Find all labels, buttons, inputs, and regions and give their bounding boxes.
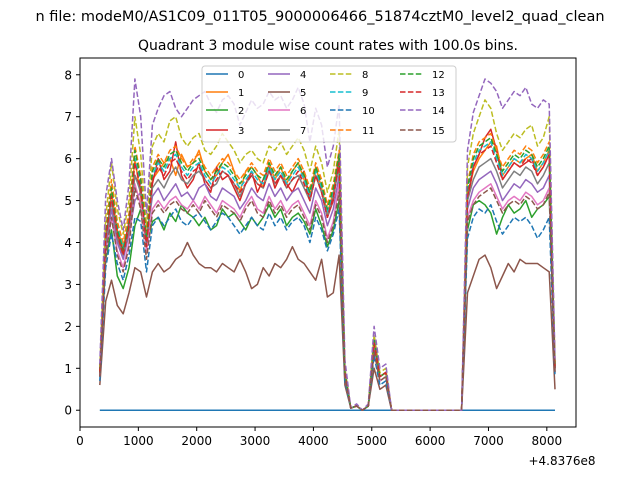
- x-offset-label: +4.8376e8: [528, 454, 595, 468]
- legend-label-0: 0: [238, 70, 244, 81]
- series-line-13: [99, 145, 556, 411]
- series-line-7: [99, 157, 556, 411]
- legend-label-8: 8: [362, 70, 368, 81]
- y-tick-label: 2: [64, 320, 72, 334]
- legend-box: [201, 65, 457, 143]
- legend-label-14: 14: [432, 106, 445, 117]
- series-line-10: [99, 204, 556, 411]
- chart-title: Quadrant 3 module wise count rates with …: [138, 38, 518, 54]
- series-line-9: [99, 141, 556, 411]
- legend-label-4: 4: [300, 70, 306, 81]
- y-tick-label: 4: [64, 236, 72, 250]
- legend-label-3: 3: [238, 126, 244, 137]
- series-line-8: [99, 99, 556, 411]
- legend-label-15: 15: [432, 126, 445, 137]
- series-line-2: [99, 195, 556, 411]
- x-axis: 0 1000 2000 3000 4000 5000 6000 7000 8000: [76, 427, 562, 448]
- x-tick-label: 1000: [123, 434, 154, 448]
- legend-label-12: 12: [432, 70, 445, 81]
- y-tick-label: 5: [64, 194, 72, 208]
- x-tick-label: 8000: [532, 434, 563, 448]
- legend-label-2: 2: [238, 106, 244, 117]
- series-line-5: [99, 241, 556, 411]
- y-axis: 0 1 2 3 4 5 6 7 8: [64, 68, 80, 418]
- y-tick-label: 6: [64, 152, 72, 166]
- series-line-15: [99, 187, 556, 411]
- series-line-1: [99, 141, 556, 411]
- legend-label-11: 11: [362, 126, 375, 137]
- x-tick-label: 7000: [473, 434, 504, 448]
- y-tick-label: 1: [64, 362, 72, 376]
- legend-label-6: 6: [300, 106, 306, 117]
- series-layer: [99, 78, 556, 411]
- series-line-14: [99, 78, 556, 411]
- y-tick-label: 3: [64, 278, 72, 292]
- legend-label-7: 7: [300, 126, 306, 137]
- x-tick-label: 0: [76, 434, 84, 448]
- series-line-11: [99, 132, 556, 411]
- x-tick-label: 6000: [415, 434, 446, 448]
- y-tick-label: 8: [64, 68, 72, 82]
- legend-label-10: 10: [362, 106, 375, 117]
- series-line-6: [99, 183, 556, 411]
- legend-label-1: 1: [238, 88, 244, 99]
- figure-suptitle: n file: modeM0/AS1C09_011T05_9000006466_…: [35, 9, 604, 25]
- legend-label-13: 13: [432, 88, 445, 99]
- x-tick-label: 2000: [181, 434, 212, 448]
- x-tick-label: 4000: [298, 434, 329, 448]
- series-line-12: [99, 136, 556, 411]
- series-line-4: [99, 170, 556, 411]
- legend-label-9: 9: [362, 88, 368, 99]
- x-tick-label: 3000: [240, 434, 271, 448]
- y-tick-label: 0: [64, 404, 72, 418]
- y-tick-label: 7: [64, 110, 72, 124]
- legend-label-5: 5: [300, 88, 306, 99]
- x-tick-label: 5000: [356, 434, 387, 448]
